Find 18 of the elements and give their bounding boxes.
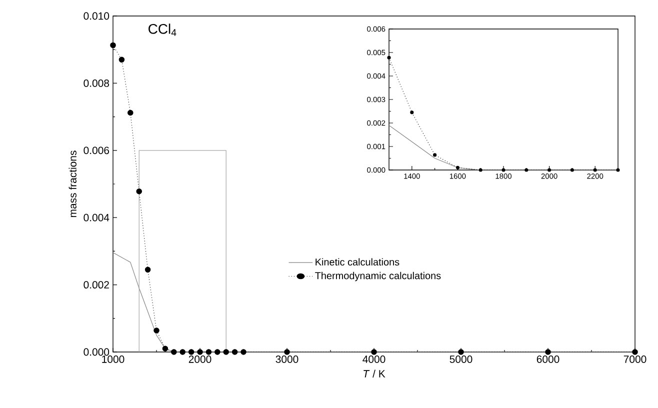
x-tick-label: 4000	[362, 356, 386, 363]
x-tick-label: 2000	[188, 356, 212, 363]
y-tick-label: 0.006	[84, 146, 110, 154]
legend-label: Kinetic calculations	[316, 258, 400, 266]
y-tick-label: 0.010	[84, 12, 110, 20]
y-tick-label: 0.002	[84, 281, 109, 289]
x-tick-label: 7000	[624, 356, 646, 363]
y-tick-label: 0.004	[84, 214, 110, 222]
x-tick-label: 5000	[450, 356, 472, 363]
x-tick-label: 3000	[276, 356, 298, 363]
x-tick-label: 1000	[102, 356, 124, 363]
y-axis-title: mass fractions	[68, 150, 76, 218]
legend-label: Thermodynamic calculations	[315, 272, 441, 282]
y-tick-label: 0.000	[84, 348, 110, 356]
chart-title: CCl$_{4}$	[148, 24, 176, 36]
x-axis-title: T / K	[364, 370, 386, 378]
y-tick-label: 0.008	[84, 80, 110, 87]
x-tick-label: 6000	[536, 356, 560, 363]
